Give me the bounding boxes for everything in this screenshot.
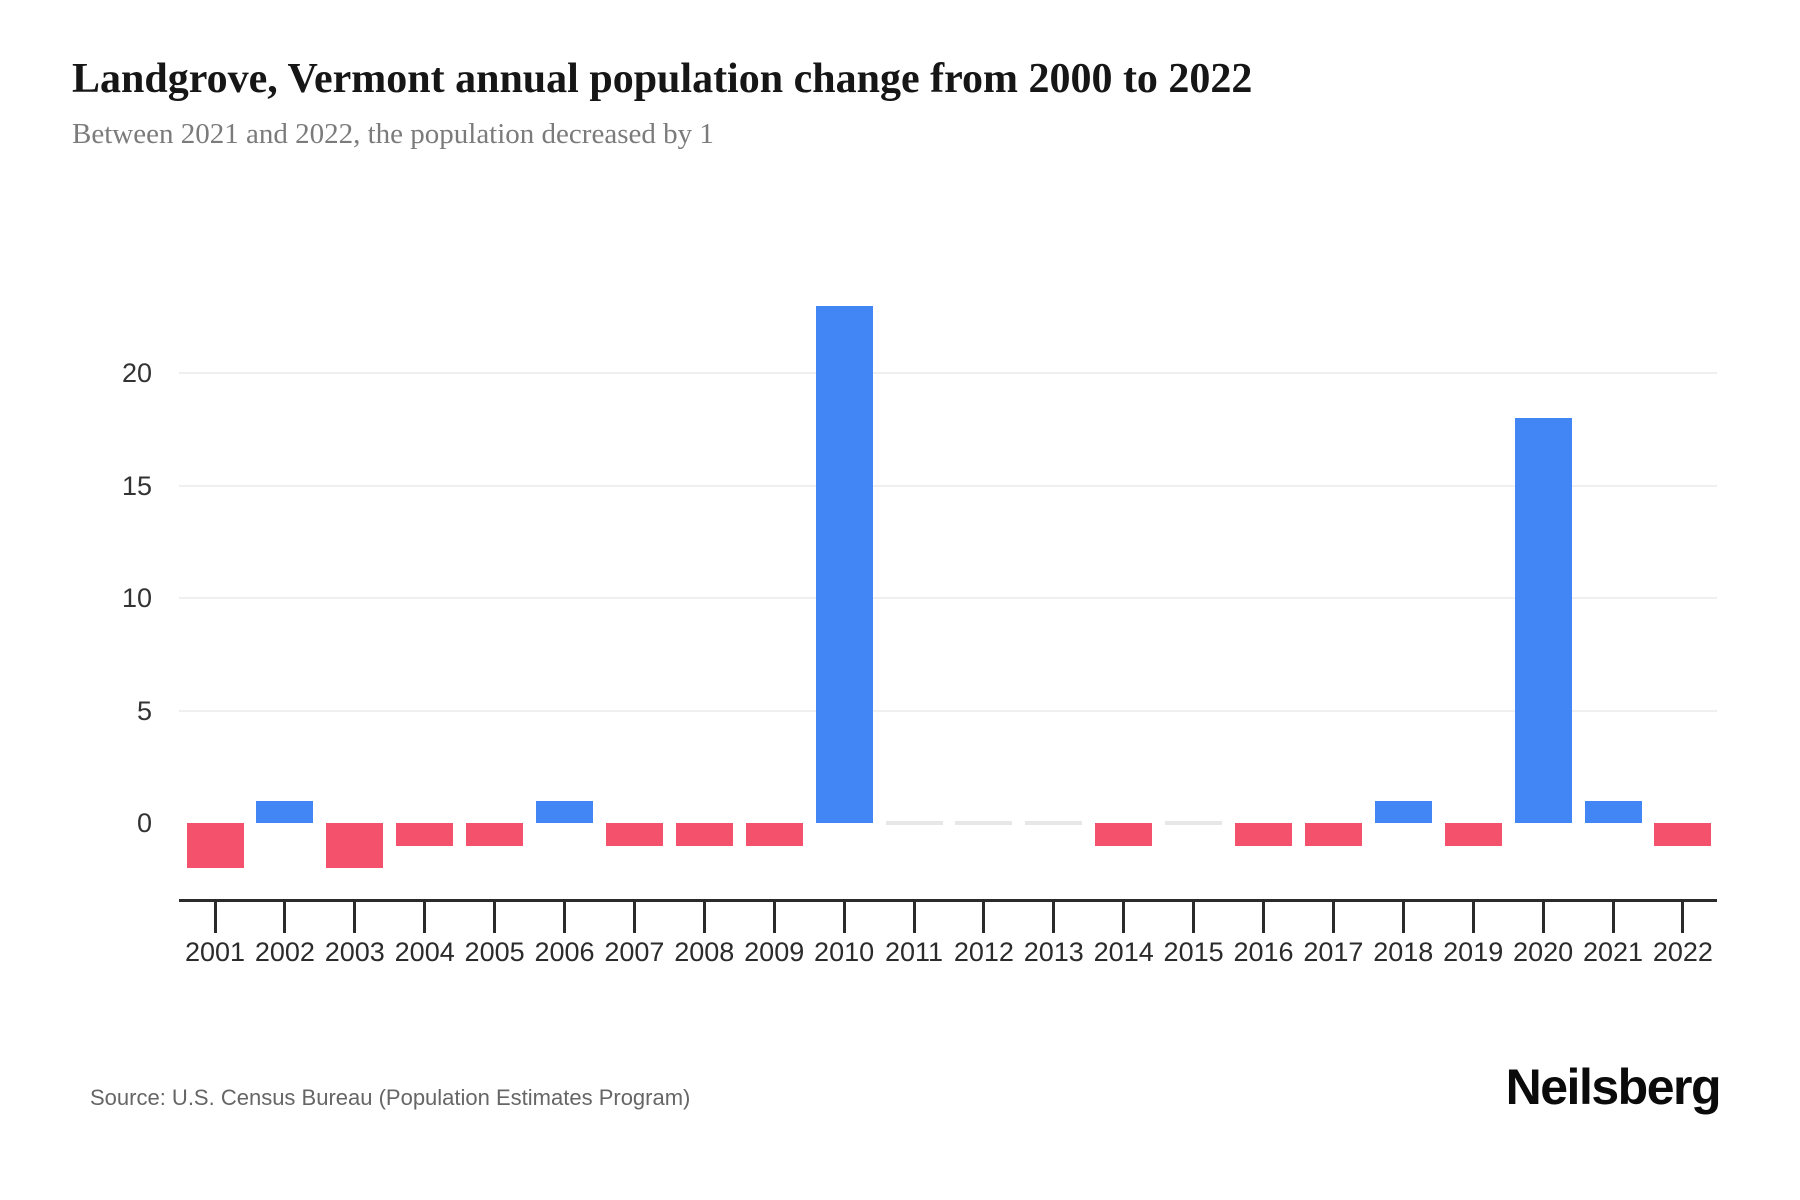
bar-2007[interactable]	[605, 823, 663, 846]
x-axis-label: 2015	[1163, 937, 1224, 967]
x-tick	[842, 902, 846, 933]
x-axis-label: 2022	[1652, 937, 1713, 967]
gridline	[179, 597, 1717, 599]
x-axis-label: 2009	[744, 937, 805, 967]
gridline	[179, 372, 1717, 374]
x-axis-label: 2004	[394, 937, 455, 967]
bar-2011[interactable]	[885, 821, 943, 825]
x-tick	[1122, 902, 1126, 933]
bar-2020[interactable]	[1514, 418, 1572, 823]
bar-2008[interactable]	[675, 823, 733, 846]
x-tick	[1611, 902, 1615, 933]
x-axis-label: 2008	[674, 937, 735, 967]
bar-2001[interactable]	[186, 823, 244, 868]
x-tick	[353, 902, 357, 933]
bar-2019[interactable]	[1444, 823, 1502, 846]
bar-2014[interactable]	[1095, 823, 1153, 846]
x-tick	[493, 902, 497, 933]
y-axis-label: 20	[121, 358, 152, 388]
bar-2002[interactable]	[256, 800, 314, 823]
bar-2003[interactable]	[326, 823, 384, 868]
x-axis-line	[179, 899, 1717, 902]
y-axis-label: 15	[121, 470, 152, 501]
x-tick	[1052, 902, 1056, 933]
x-axis-label: 2014	[1093, 937, 1154, 967]
x-tick	[1192, 902, 1196, 933]
x-tick	[1541, 902, 1545, 933]
x-axis-label: 2010	[814, 937, 875, 967]
x-axis-label: 2001	[184, 937, 246, 967]
x-axis-label: 2012	[953, 937, 1014, 967]
x-tick	[213, 902, 217, 933]
x-tick	[1401, 902, 1405, 933]
x-tick	[1681, 902, 1685, 933]
y-axis-label: 5	[136, 695, 152, 726]
x-axis-label: 2005	[464, 937, 525, 967]
x-tick	[702, 902, 706, 933]
x-axis-label: 2018	[1373, 937, 1434, 967]
x-axis-label: 2016	[1233, 937, 1294, 967]
x-axis-label: 2017	[1303, 937, 1364, 967]
y-axis-label: 10	[121, 583, 152, 613]
bar-2005[interactable]	[466, 823, 524, 846]
x-axis-label: 2020	[1513, 937, 1574, 967]
x-tick	[423, 902, 427, 933]
bar-2016[interactable]	[1235, 823, 1292, 846]
x-tick	[1331, 902, 1335, 933]
chart-title: Landgrove, Vermont annual population cha…	[72, 56, 1253, 102]
bar-2006[interactable]	[536, 800, 593, 823]
x-axis-label: 2013	[1023, 937, 1084, 967]
x-tick	[772, 902, 776, 933]
bar-2017[interactable]	[1304, 823, 1362, 846]
x-axis-label: 2002	[254, 937, 315, 967]
bar-2009[interactable]	[745, 823, 803, 846]
neilsberg-logo: Neilsberg	[1505, 1059, 1722, 1115]
bar-2013[interactable]	[1025, 821, 1083, 825]
bar-2022[interactable]	[1654, 823, 1712, 846]
x-axis-label: 2007	[604, 937, 665, 967]
x-tick	[982, 902, 986, 933]
x-tick	[1471, 902, 1475, 933]
x-axis-label: 2006	[534, 937, 595, 967]
bar-2015[interactable]	[1165, 821, 1223, 825]
gridline	[179, 484, 1717, 487]
x-tick	[563, 902, 566, 933]
bar-2021[interactable]	[1584, 800, 1642, 823]
source-note: Source: U.S. Census Bureau (Population E…	[90, 1085, 691, 1110]
bar-2018[interactable]	[1374, 800, 1432, 823]
y-axis-label: 0	[136, 808, 152, 838]
x-tick	[283, 902, 287, 933]
x-tick	[1262, 902, 1265, 933]
chart-subtitle: Between 2021 and 2022, the population de…	[72, 118, 714, 150]
x-axis-label: 2011	[884, 937, 944, 967]
x-axis-label: 2003	[324, 937, 385, 967]
bar-2010[interactable]	[815, 305, 873, 823]
x-tick	[912, 902, 916, 933]
x-axis-label: 2021	[1582, 937, 1644, 967]
gridline	[179, 709, 1717, 712]
bar-2012[interactable]	[955, 821, 1013, 825]
x-tick	[632, 902, 636, 933]
x-axis-label: 2019	[1443, 937, 1504, 967]
bar-2004[interactable]	[396, 823, 454, 846]
